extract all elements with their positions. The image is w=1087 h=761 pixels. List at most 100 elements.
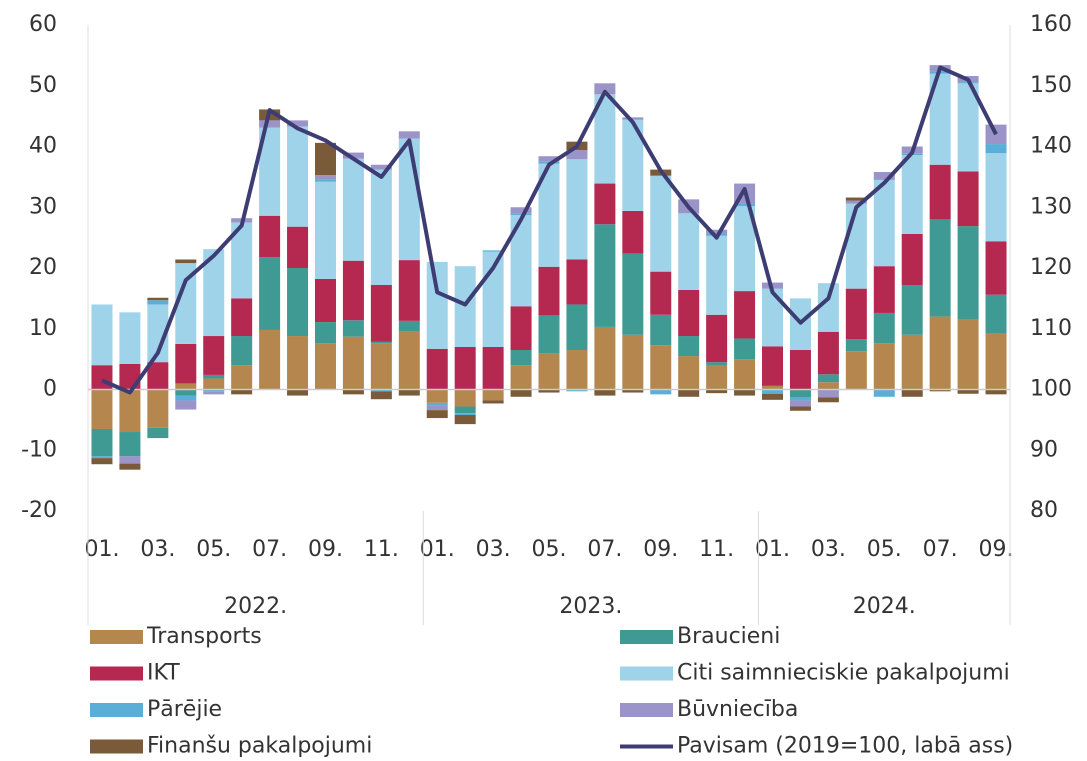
bar-segment <box>706 235 728 315</box>
bar-segment <box>287 120 309 127</box>
bar-segment <box>734 338 756 360</box>
bar-segment <box>314 322 336 344</box>
bar-segment <box>845 288 867 340</box>
bar-segment <box>734 359 756 390</box>
bar-segment <box>929 389 951 392</box>
bar-segment <box>873 343 895 390</box>
bar-segment <box>119 456 141 464</box>
bar-segment <box>817 382 839 390</box>
legend-swatch <box>90 630 143 644</box>
x-tick-label: 05. <box>532 537 567 562</box>
bar-segment <box>426 405 448 411</box>
total-line <box>101 65 998 395</box>
x-tick-label: 03. <box>476 537 511 562</box>
bar-segment <box>259 329 281 390</box>
bar-segment <box>231 389 253 395</box>
bar-segment <box>482 400 504 404</box>
bar-segment <box>929 219 951 317</box>
y-tick-label: 50 <box>29 73 57 98</box>
bar-segment <box>873 389 895 397</box>
x-tick-label: 11. <box>699 537 734 562</box>
bar-segment <box>510 306 532 351</box>
bar-segment <box>817 397 839 403</box>
y-tick-label: 40 <box>29 134 57 159</box>
bar-segment <box>762 385 784 390</box>
bar-segment <box>901 155 923 234</box>
bar-segment <box>929 164 951 220</box>
y2-tick-label: 80 <box>1030 498 1058 523</box>
year-label: 2024. <box>853 594 916 619</box>
bar-segment <box>985 144 1007 154</box>
bar-segment <box>706 314 728 363</box>
bar-segment <box>622 117 644 120</box>
bar-segment <box>314 175 336 180</box>
bar-segment <box>175 395 197 401</box>
bar-segment <box>398 389 420 396</box>
bar-segment <box>231 365 253 390</box>
legend-label: Pārējie <box>147 697 222 722</box>
bar-segment <box>901 334 923 390</box>
bar-segment <box>734 389 756 396</box>
bar-segment <box>231 298 253 337</box>
bar-segment <box>678 389 700 397</box>
bar-segment <box>370 285 392 342</box>
bar-segment <box>873 172 895 180</box>
bar-segment <box>342 260 364 321</box>
bar-segment <box>454 406 476 414</box>
bar-segment <box>622 119 644 211</box>
bar-segment <box>678 213 700 290</box>
bar-segment <box>259 127 281 216</box>
bar-segment <box>985 124 1007 145</box>
bar-segment <box>985 389 1007 395</box>
bar-segment <box>678 356 700 390</box>
y2-tick-label: 140 <box>1030 134 1072 159</box>
bar-segment <box>538 389 560 393</box>
legend-label: Transports <box>146 624 262 649</box>
legend-swatch <box>90 703 143 717</box>
legend-label: Būvniecība <box>677 697 798 722</box>
bar-segment <box>259 257 281 330</box>
bar-segment <box>622 210 644 254</box>
legend-swatch <box>620 703 673 717</box>
bar-segment <box>342 336 364 390</box>
bar-segment <box>91 365 113 390</box>
bar-segment <box>91 304 113 366</box>
bar-segment <box>594 326 616 390</box>
bar-segment <box>287 268 309 337</box>
bar-segment <box>650 345 672 390</box>
bar-segment <box>566 159 588 260</box>
bar-segment <box>845 203 867 289</box>
year-label: 2022. <box>224 594 287 619</box>
legend-swatch <box>90 739 143 754</box>
bar-segment <box>510 389 532 397</box>
bar-segment <box>594 94 616 184</box>
bar-segment <box>147 304 169 363</box>
bar-segment <box>342 389 364 395</box>
bar-segment <box>957 319 979 390</box>
x-tick-label: 11. <box>364 537 399 562</box>
bar-segment <box>175 389 197 396</box>
bar-segment <box>342 320 364 337</box>
bar-segment <box>91 428 113 457</box>
x-tick-label: 03. <box>140 537 175 562</box>
bar-segment <box>873 312 895 344</box>
bar-segment <box>482 250 504 252</box>
x-tick-label: 01. <box>755 537 790 562</box>
bar-segment <box>622 389 644 393</box>
bar-segment <box>203 249 225 337</box>
bar-segment <box>957 226 979 320</box>
bar-segment <box>510 365 532 390</box>
bar-segment <box>985 333 1007 390</box>
bar-segment <box>398 320 420 332</box>
bar-segment <box>538 353 560 390</box>
bar-segment <box>370 164 392 170</box>
bar-segment <box>454 413 476 416</box>
bar-segment <box>259 215 281 258</box>
bar-segment <box>622 253 644 335</box>
bar-segment <box>929 73 951 165</box>
bar-segment <box>789 350 811 390</box>
bar-segment <box>510 207 532 214</box>
bar-segment <box>845 200 867 204</box>
bar-segment <box>370 389 392 392</box>
bar-segment <box>203 389 225 392</box>
